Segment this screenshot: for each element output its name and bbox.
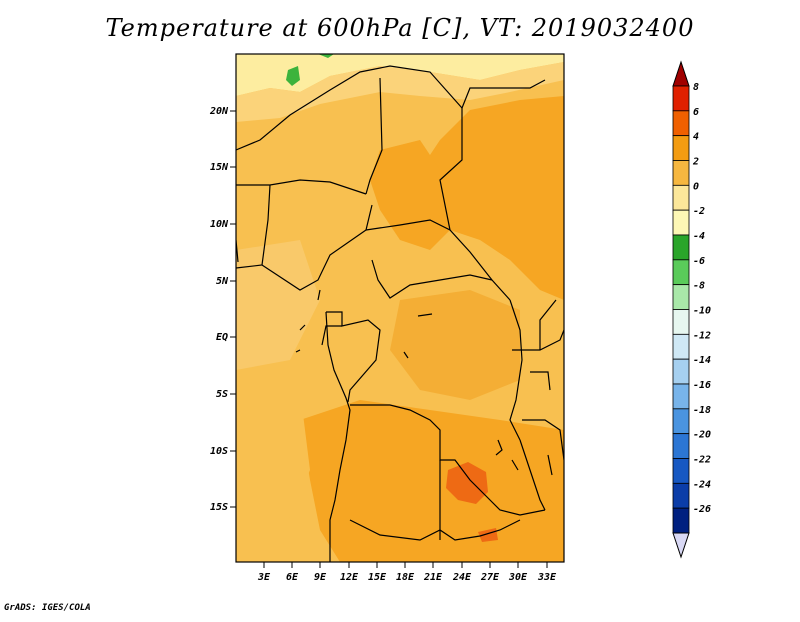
colorbar-swatch [672, 309, 690, 335]
colorbar-swatch [672, 234, 690, 261]
border-line [236, 65, 463, 151]
colorbar-swatch [672, 358, 690, 385]
colorbar-bottom-arrow [672, 532, 690, 559]
lon-label: 15E [368, 572, 387, 583]
lat-label: 15S [210, 502, 228, 513]
northern-pale-band [236, 62, 564, 122]
lon-label: 9E [314, 572, 327, 583]
longitude-axis: 3E 6E 9E 12E 15E 18E 21E 24E 27E 30E 33E [257, 562, 557, 583]
colorbar-swatch [672, 408, 690, 435]
northern-light-band [236, 54, 564, 96]
colorbar-label: -12 [693, 330, 711, 341]
colorbar-swatch [672, 135, 690, 161]
colorbar-swatch [672, 383, 690, 410]
border-line [349, 519, 521, 541]
colorbar-label: -18 [693, 405, 711, 416]
colorbar-label: -26 [693, 504, 711, 515]
southwest-light-patch [236, 380, 310, 562]
border-line [512, 329, 564, 351]
southern-warm-region [300, 400, 564, 562]
border-line [461, 79, 546, 109]
colorbar-swatch [672, 507, 690, 534]
central-south-region [390, 290, 520, 400]
border-line [236, 179, 367, 195]
colorbar-swatch [672, 333, 690, 360]
lon-label: 18E [396, 572, 415, 583]
colorbar-label: -20 [693, 430, 711, 441]
colorbar-swatch [672, 85, 690, 112]
colorbar-label: 0 [693, 181, 699, 192]
lat-label: 10S [210, 446, 228, 457]
eastern-warm-region [420, 96, 564, 300]
map-title: Temperature at 600hPa [C], VT: 201903240… [105, 14, 695, 42]
colorbar-label: -22 [693, 455, 711, 466]
lon-label: 3E [257, 572, 271, 583]
colorbar-swatch [672, 458, 690, 484]
lon-label: 33E [537, 572, 557, 583]
border-line [326, 311, 381, 403]
lat-label: 5S [216, 389, 228, 400]
colorbar-swatch [672, 110, 690, 137]
temperature-field [236, 54, 564, 562]
colorbar-swatch [672, 160, 690, 186]
lat-label: 20N [209, 106, 229, 117]
border-line [439, 108, 463, 231]
border-line [522, 419, 564, 461]
colorbar-label: 2 [692, 157, 699, 168]
coastline [236, 239, 321, 353]
central-warm-region [370, 140, 450, 250]
border-line [519, 439, 546, 511]
lat-label: EQ [216, 332, 228, 343]
border-line [321, 325, 342, 346]
lon-label: 27E [480, 572, 500, 583]
west-light-patch [236, 240, 320, 370]
colorbar-swatch [672, 284, 690, 310]
lon-label: 30E [508, 572, 528, 583]
grads-credit: GrADS: IGES/COLA [4, 603, 91, 613]
lon-label: 21E [423, 572, 443, 583]
lake [403, 313, 553, 476]
border-line [236, 184, 271, 269]
colorbar: 8 6 4 2 0 -2 -4 -6 -8 -10 -12 -14 -16 -18 -20 -22 -24 -26 [672, 60, 711, 559]
colorbar-swatch [672, 482, 690, 509]
colorbar-label: -4 [693, 231, 705, 242]
hot-spot-zambia [446, 462, 488, 504]
border-line [261, 204, 373, 291]
lat-label: 10N [210, 219, 229, 230]
map-frame [235, 53, 565, 563]
colorbar-label: -16 [693, 380, 711, 391]
lon-label: 6E [286, 572, 299, 583]
lon-label: 24E [452, 572, 472, 583]
colorbar-top-arrow [672, 60, 690, 87]
border-line [350, 404, 546, 516]
border-line [365, 77, 383, 195]
colorbar-label: 6 [693, 107, 699, 118]
country-borders [236, 65, 564, 562]
lon-label: 12E [340, 572, 359, 583]
colorbar-label: 4 [693, 132, 699, 143]
lat-label: 15N [210, 162, 229, 173]
colorbar-swatch [672, 184, 690, 211]
colorbar-label: -10 [693, 306, 711, 317]
coastline [325, 311, 351, 562]
colorbar-swatch [672, 259, 690, 286]
cool-spot-green [286, 66, 300, 86]
border-line [509, 299, 523, 441]
lat-label: 5N [216, 276, 229, 287]
colorbar-swatch [672, 433, 690, 459]
colorbar-label: -8 [693, 281, 705, 292]
border-line [539, 299, 557, 350]
colorbar-label: -6 [693, 256, 705, 267]
colorbar-label: -24 [693, 479, 711, 490]
border-line [371, 259, 493, 299]
colorbar-swatch [672, 209, 690, 236]
cool-spot-green-north [318, 54, 334, 58]
colorbar-label: -14 [693, 355, 711, 366]
latitude-axis: 20N 15N 10N 5N EQ 5S 10S 15S [209, 106, 236, 513]
colorbar-label: 8 [693, 82, 699, 93]
colorbar-label: -2 [693, 206, 705, 217]
